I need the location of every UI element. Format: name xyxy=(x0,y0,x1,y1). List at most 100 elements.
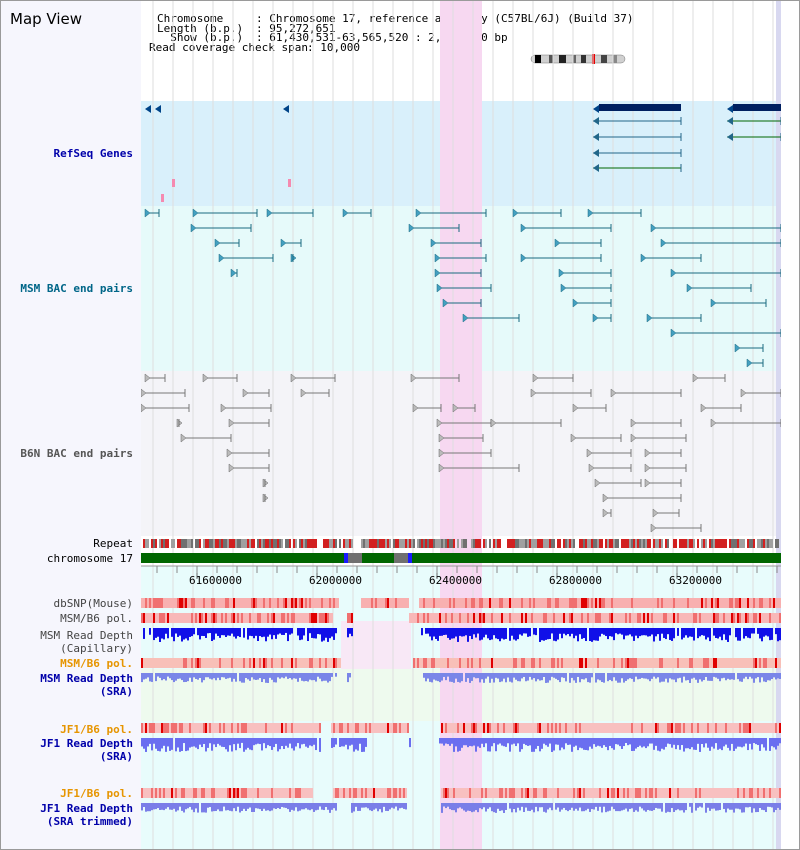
polymorphism-mark xyxy=(299,658,301,668)
polymorphism-mark xyxy=(769,658,771,668)
polymorphism-mark xyxy=(175,723,177,733)
read-depth-bar xyxy=(291,628,293,634)
track-label-msm-depth-cap-sub: (Capillary) xyxy=(60,642,133,655)
read-depth-bar xyxy=(483,673,485,683)
read-depth-bar xyxy=(195,738,197,748)
polymorphism-mark xyxy=(253,723,255,733)
read-depth-bar xyxy=(525,803,527,808)
read-depth-bar xyxy=(513,803,515,810)
polymorphism-mark xyxy=(473,723,475,733)
read-depth-bar xyxy=(269,673,271,678)
polymorphism-mark xyxy=(691,788,693,798)
polymorphism-mark xyxy=(503,723,505,733)
msm-bac-end xyxy=(342,208,349,218)
read-depth-bar xyxy=(323,628,325,641)
polymorphism-mark xyxy=(487,613,489,623)
repeat-mark xyxy=(367,539,369,548)
read-depth-bar xyxy=(209,803,211,808)
polymorphism-mark xyxy=(155,788,157,798)
read-depth-bar xyxy=(443,673,445,677)
polymorphism-mark xyxy=(537,598,539,608)
polymorphism-mark xyxy=(503,598,505,608)
polymorphism-mark xyxy=(335,598,337,608)
read-depth-bar xyxy=(223,628,225,636)
read-depth-bar xyxy=(615,738,617,745)
read-depth-bar xyxy=(591,628,593,642)
repeat-mark xyxy=(385,539,387,548)
polymorphism-mark xyxy=(189,598,191,608)
genome-track-canvas[interactable]: 61600000 62000000 62400000 62800000 63200000 xyxy=(141,1,781,850)
polymorphism-mark xyxy=(663,598,665,608)
polymorphism-mark xyxy=(481,613,483,623)
polymorphism-mark xyxy=(171,598,173,608)
polymorphism-mark xyxy=(711,723,713,733)
read-depth-bar xyxy=(765,803,767,813)
polymorphism-mark xyxy=(497,598,499,608)
polymorphism-mark xyxy=(505,598,507,608)
polymorphism-mark xyxy=(219,723,221,733)
read-depth-bar xyxy=(525,628,527,634)
polymorphism-mark xyxy=(495,598,497,608)
msm-bac-end xyxy=(686,283,693,293)
polymorphism-mark xyxy=(425,598,427,608)
read-depth-bar xyxy=(769,673,771,681)
repeat-mark xyxy=(259,539,261,548)
read-depth-bar xyxy=(725,803,727,813)
polymorphism-mark xyxy=(491,658,493,668)
read-depth-bar xyxy=(143,803,145,808)
repeat-mark xyxy=(361,539,363,548)
read-depth-bar xyxy=(503,738,505,747)
polymorphism-mark xyxy=(389,788,391,798)
read-depth-bar xyxy=(659,628,661,641)
polymorphism-mark xyxy=(497,788,499,798)
polymorphism-mark xyxy=(623,658,625,668)
polymorphism-mark xyxy=(263,613,265,623)
read-depth-bar xyxy=(179,803,181,807)
polymorphism-mark xyxy=(171,788,173,798)
read-depth-bar xyxy=(733,673,735,680)
polymorphism-mark xyxy=(225,613,227,623)
read-depth-bar xyxy=(593,628,595,641)
polymorphism-mark xyxy=(737,613,739,623)
read-depth-bar xyxy=(649,673,651,682)
read-depth-bar xyxy=(175,803,177,812)
read-depth-bar xyxy=(167,738,169,747)
polymorphism-mark xyxy=(713,788,715,798)
polymorphism-mark xyxy=(311,613,313,623)
read-depth-bar xyxy=(459,673,461,683)
read-depth-bar xyxy=(397,803,399,811)
read-depth-bar xyxy=(741,803,743,813)
polymorphism-mark xyxy=(181,788,183,798)
polymorphism-mark xyxy=(243,658,245,668)
polymorphism-mark xyxy=(729,658,731,668)
repeat-mark xyxy=(275,539,277,548)
read-depth-bar xyxy=(495,738,497,752)
polymorphism-mark xyxy=(469,598,471,608)
polymorphism-mark xyxy=(477,723,479,733)
polymorphism-mark xyxy=(743,613,745,623)
repeat-mark xyxy=(523,539,525,548)
read-depth-bar xyxy=(637,673,639,680)
repeat-mark xyxy=(691,539,693,548)
polymorphism-mark xyxy=(357,788,359,798)
polymorphism-mark xyxy=(145,598,147,608)
polymorphism-mark xyxy=(729,598,731,608)
polymorphism-mark xyxy=(275,723,277,733)
read-depth-bar xyxy=(545,673,547,683)
polymorphism-mark xyxy=(507,613,509,623)
read-depth-bar xyxy=(229,673,231,678)
polymorphism-mark xyxy=(653,723,655,733)
repeat-mark xyxy=(719,539,721,548)
read-depth-bar xyxy=(649,803,651,811)
polymorphism-mark xyxy=(561,598,563,608)
repeat-mark xyxy=(771,539,773,548)
read-depth-bar xyxy=(629,673,631,679)
read-depth-bar xyxy=(479,673,481,683)
polymorphism-mark xyxy=(743,658,745,668)
read-depth-bar xyxy=(227,628,229,636)
repeat-mark xyxy=(205,539,207,548)
polymorphism-mark xyxy=(349,613,351,623)
polymorphism-mark xyxy=(269,658,271,668)
read-depth-bar xyxy=(531,803,533,810)
polymorphism-mark xyxy=(529,598,531,608)
